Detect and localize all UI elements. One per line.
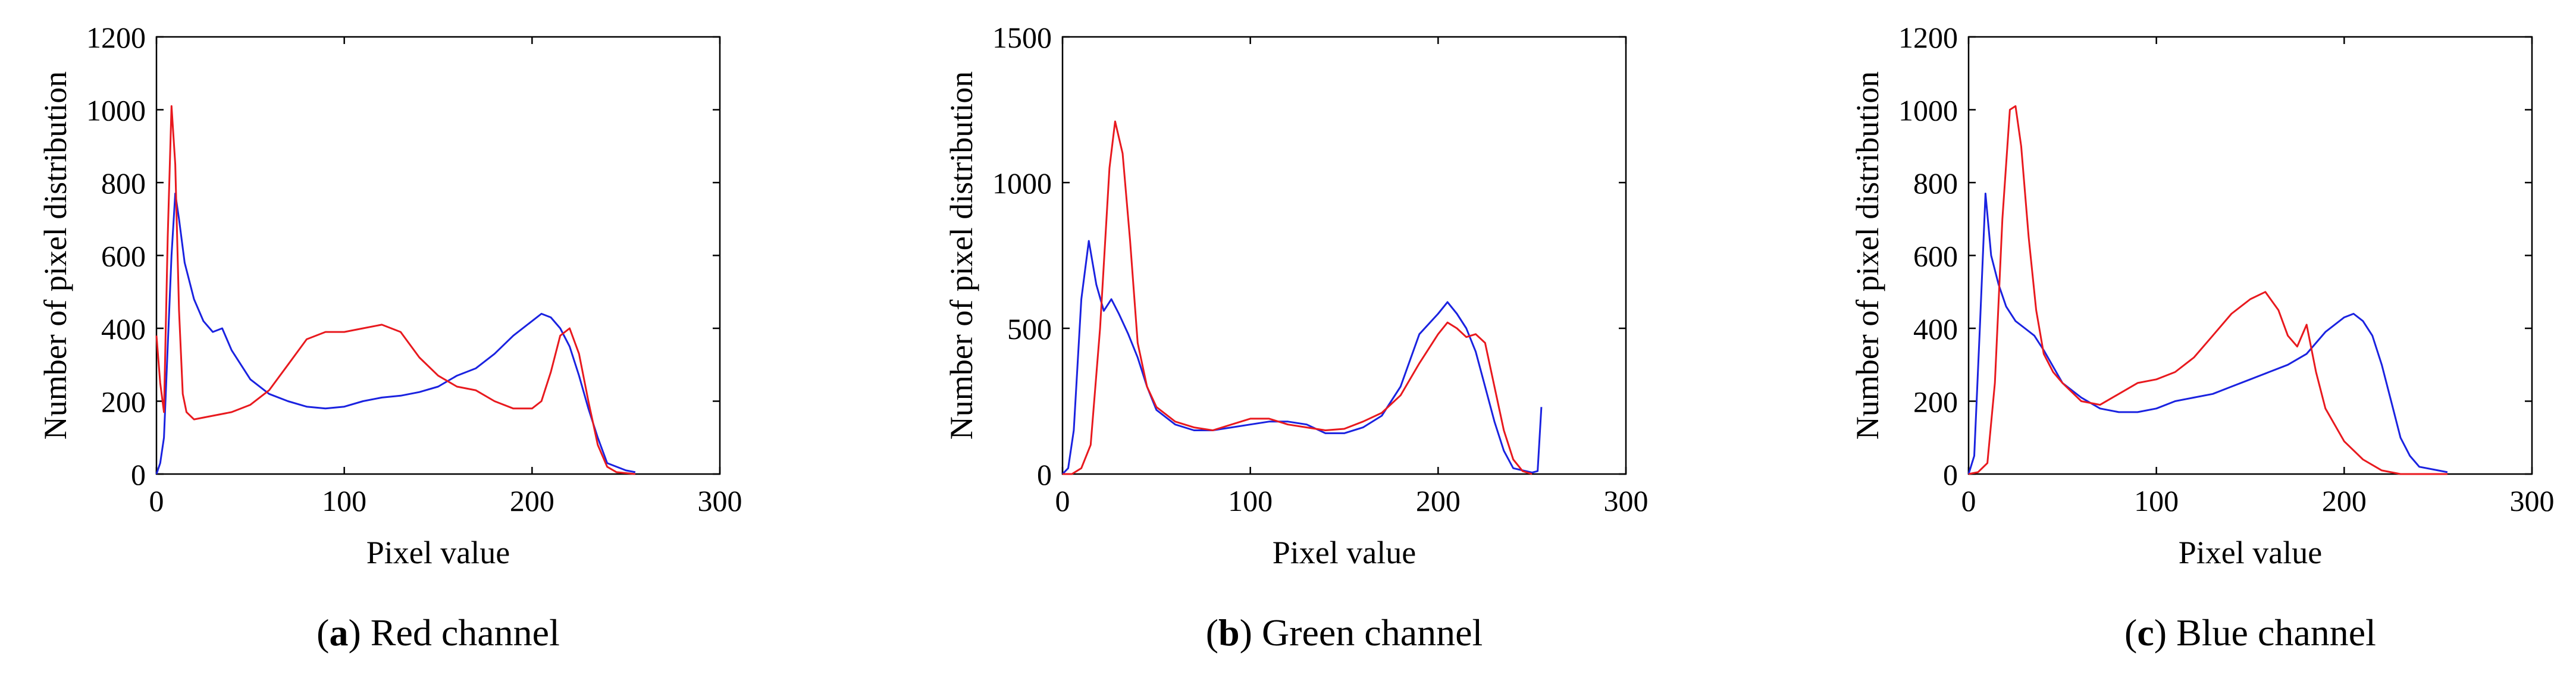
caption-paren-close: ) xyxy=(2154,611,2176,654)
caption-text: Red channel xyxy=(371,611,560,654)
x-tick-label: 300 xyxy=(698,484,742,517)
caption-text: Blue channel xyxy=(2176,611,2376,654)
caption-paren-open: ( xyxy=(1206,611,1218,654)
y-tick-label: 200 xyxy=(1913,385,1958,419)
x-tick-label: 300 xyxy=(1604,484,1649,517)
y-tick-label: 1000 xyxy=(992,167,1052,200)
x-tick-label: 200 xyxy=(1416,484,1461,517)
y-tick-label: 0 xyxy=(1943,458,1958,491)
x-axis-label: Pixel value xyxy=(2179,535,2322,570)
panel-caption: (a) Red channel xyxy=(316,611,560,654)
y-tick-label: 800 xyxy=(101,167,146,200)
y-tick-label: 800 xyxy=(1913,167,1958,200)
panel-caption: (c) Blue channel xyxy=(2124,611,2376,654)
x-axis-label: Pixel value xyxy=(366,535,510,570)
y-tick-label: 600 xyxy=(101,240,146,273)
caption-letter: c xyxy=(2137,611,2154,654)
x-tick-label: 100 xyxy=(322,484,366,517)
y-tick-label: 0 xyxy=(131,458,146,491)
y-tick-label: 1000 xyxy=(1898,94,1958,127)
x-axis-label: Pixel value xyxy=(1273,535,1416,570)
y-tick-label: 1000 xyxy=(86,94,146,127)
y-tick-label: 200 xyxy=(101,385,146,419)
chart-panel-a: 0 100 200 300 0 200 400 600 800 1000 1200 Pixel val… xyxy=(37,21,742,654)
y-axis-label: Number of pixel distribution xyxy=(944,71,979,440)
x-tick-label: 200 xyxy=(2322,484,2367,517)
y-axis-label: Number of pixel distribution xyxy=(37,71,73,440)
plot-frame xyxy=(1061,36,1627,475)
y-tick-label: 1200 xyxy=(1898,21,1958,54)
series-line-blue xyxy=(1967,192,2448,475)
series-line-blue xyxy=(155,192,636,475)
y-tick-label: 1200 xyxy=(86,21,146,54)
series-line-red xyxy=(1968,105,2447,475)
y-tick-label: 0 xyxy=(1037,458,1052,491)
x-tick-label: 100 xyxy=(1228,484,1273,517)
x-tick-label: 0 xyxy=(149,484,164,517)
x-tick-label: 200 xyxy=(510,484,554,517)
y-tick-label: 1500 xyxy=(992,21,1052,54)
caption-letter: b xyxy=(1218,611,1240,654)
plot-frame xyxy=(1967,36,2533,475)
x-tick-label: 100 xyxy=(2134,484,2179,517)
series-line-red xyxy=(155,105,636,475)
y-tick-label: 400 xyxy=(1913,312,1958,346)
chart-panel-b: 0 100 200 300 0 500 1000 1500 Pixel value Number … xyxy=(944,21,1649,654)
caption-paren-close: ) xyxy=(1240,611,1262,654)
panel-caption: (b) Green channel xyxy=(1206,611,1483,654)
caption-paren-open: ( xyxy=(316,611,329,654)
y-axis-label: Number of pixel distribution xyxy=(1850,71,1885,440)
caption-paren-open: ( xyxy=(2124,611,2137,654)
y-tick-label: 600 xyxy=(1913,240,1958,273)
series-line-red xyxy=(1063,120,1533,475)
y-tick-label: 500 xyxy=(1007,312,1052,346)
series-line-blue xyxy=(1061,240,1543,475)
x-tick-label: 300 xyxy=(2510,484,2555,517)
x-tick-label: 0 xyxy=(1055,484,1070,517)
y-tick-label: 400 xyxy=(101,312,146,346)
caption-paren-close: ) xyxy=(348,611,370,654)
caption-letter: a xyxy=(329,611,348,654)
caption-text: Green channel xyxy=(1262,611,1483,654)
chart-panel-c: 0 100 200 300 0 200 400 600 800 1000 1200 Pixel val… xyxy=(1850,21,2555,654)
x-tick-label: 0 xyxy=(1961,484,1976,517)
